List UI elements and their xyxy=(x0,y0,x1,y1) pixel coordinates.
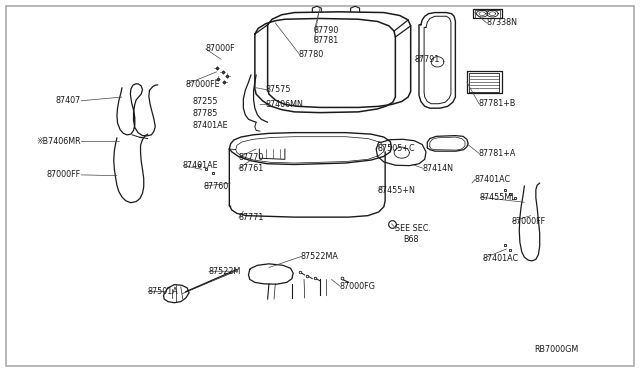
Text: 87000FG: 87000FG xyxy=(339,282,375,291)
Text: 87780: 87780 xyxy=(299,50,324,59)
Text: SEE SEC.: SEE SEC. xyxy=(396,224,431,233)
Text: 87407: 87407 xyxy=(55,96,81,105)
Text: 87401AC: 87401AC xyxy=(483,254,519,263)
Text: 87000FE: 87000FE xyxy=(186,80,221,89)
Text: 87505+C: 87505+C xyxy=(378,144,415,153)
Text: 87455+N: 87455+N xyxy=(378,186,415,195)
Text: 87790: 87790 xyxy=(314,26,339,35)
Text: 87771: 87771 xyxy=(238,213,264,222)
Text: 87000F: 87000F xyxy=(205,44,235,53)
Text: 87770: 87770 xyxy=(238,153,264,161)
Text: 87785: 87785 xyxy=(192,109,218,118)
Text: 87401AC: 87401AC xyxy=(474,175,511,184)
Text: 87000FF: 87000FF xyxy=(511,217,546,226)
Text: 87522MA: 87522MA xyxy=(301,252,339,261)
Text: 87000FF: 87000FF xyxy=(46,170,81,179)
Text: B68: B68 xyxy=(403,235,419,244)
Text: RB7000GM: RB7000GM xyxy=(534,344,578,353)
Text: 87255: 87255 xyxy=(192,97,218,106)
Text: 87760: 87760 xyxy=(204,182,229,190)
Text: 87781+A: 87781+A xyxy=(478,149,516,158)
Text: 87406MN: 87406MN xyxy=(266,100,303,109)
Text: ※B7406MR: ※B7406MR xyxy=(36,137,81,146)
Text: 87414N: 87414N xyxy=(422,164,453,173)
Text: 87522M: 87522M xyxy=(208,267,241,276)
Text: 87501A: 87501A xyxy=(148,287,179,296)
Text: 87401AE: 87401AE xyxy=(192,122,228,131)
Text: 87781: 87781 xyxy=(314,36,339,45)
Text: 87575: 87575 xyxy=(266,85,291,94)
Text: 87338N: 87338N xyxy=(486,19,517,28)
Text: 87761: 87761 xyxy=(238,164,264,173)
Text: 87781+B: 87781+B xyxy=(478,99,516,108)
Text: 87401AE: 87401AE xyxy=(182,161,218,170)
Text: 87455ML: 87455ML xyxy=(479,193,516,202)
Text: 87791: 87791 xyxy=(415,55,440,64)
